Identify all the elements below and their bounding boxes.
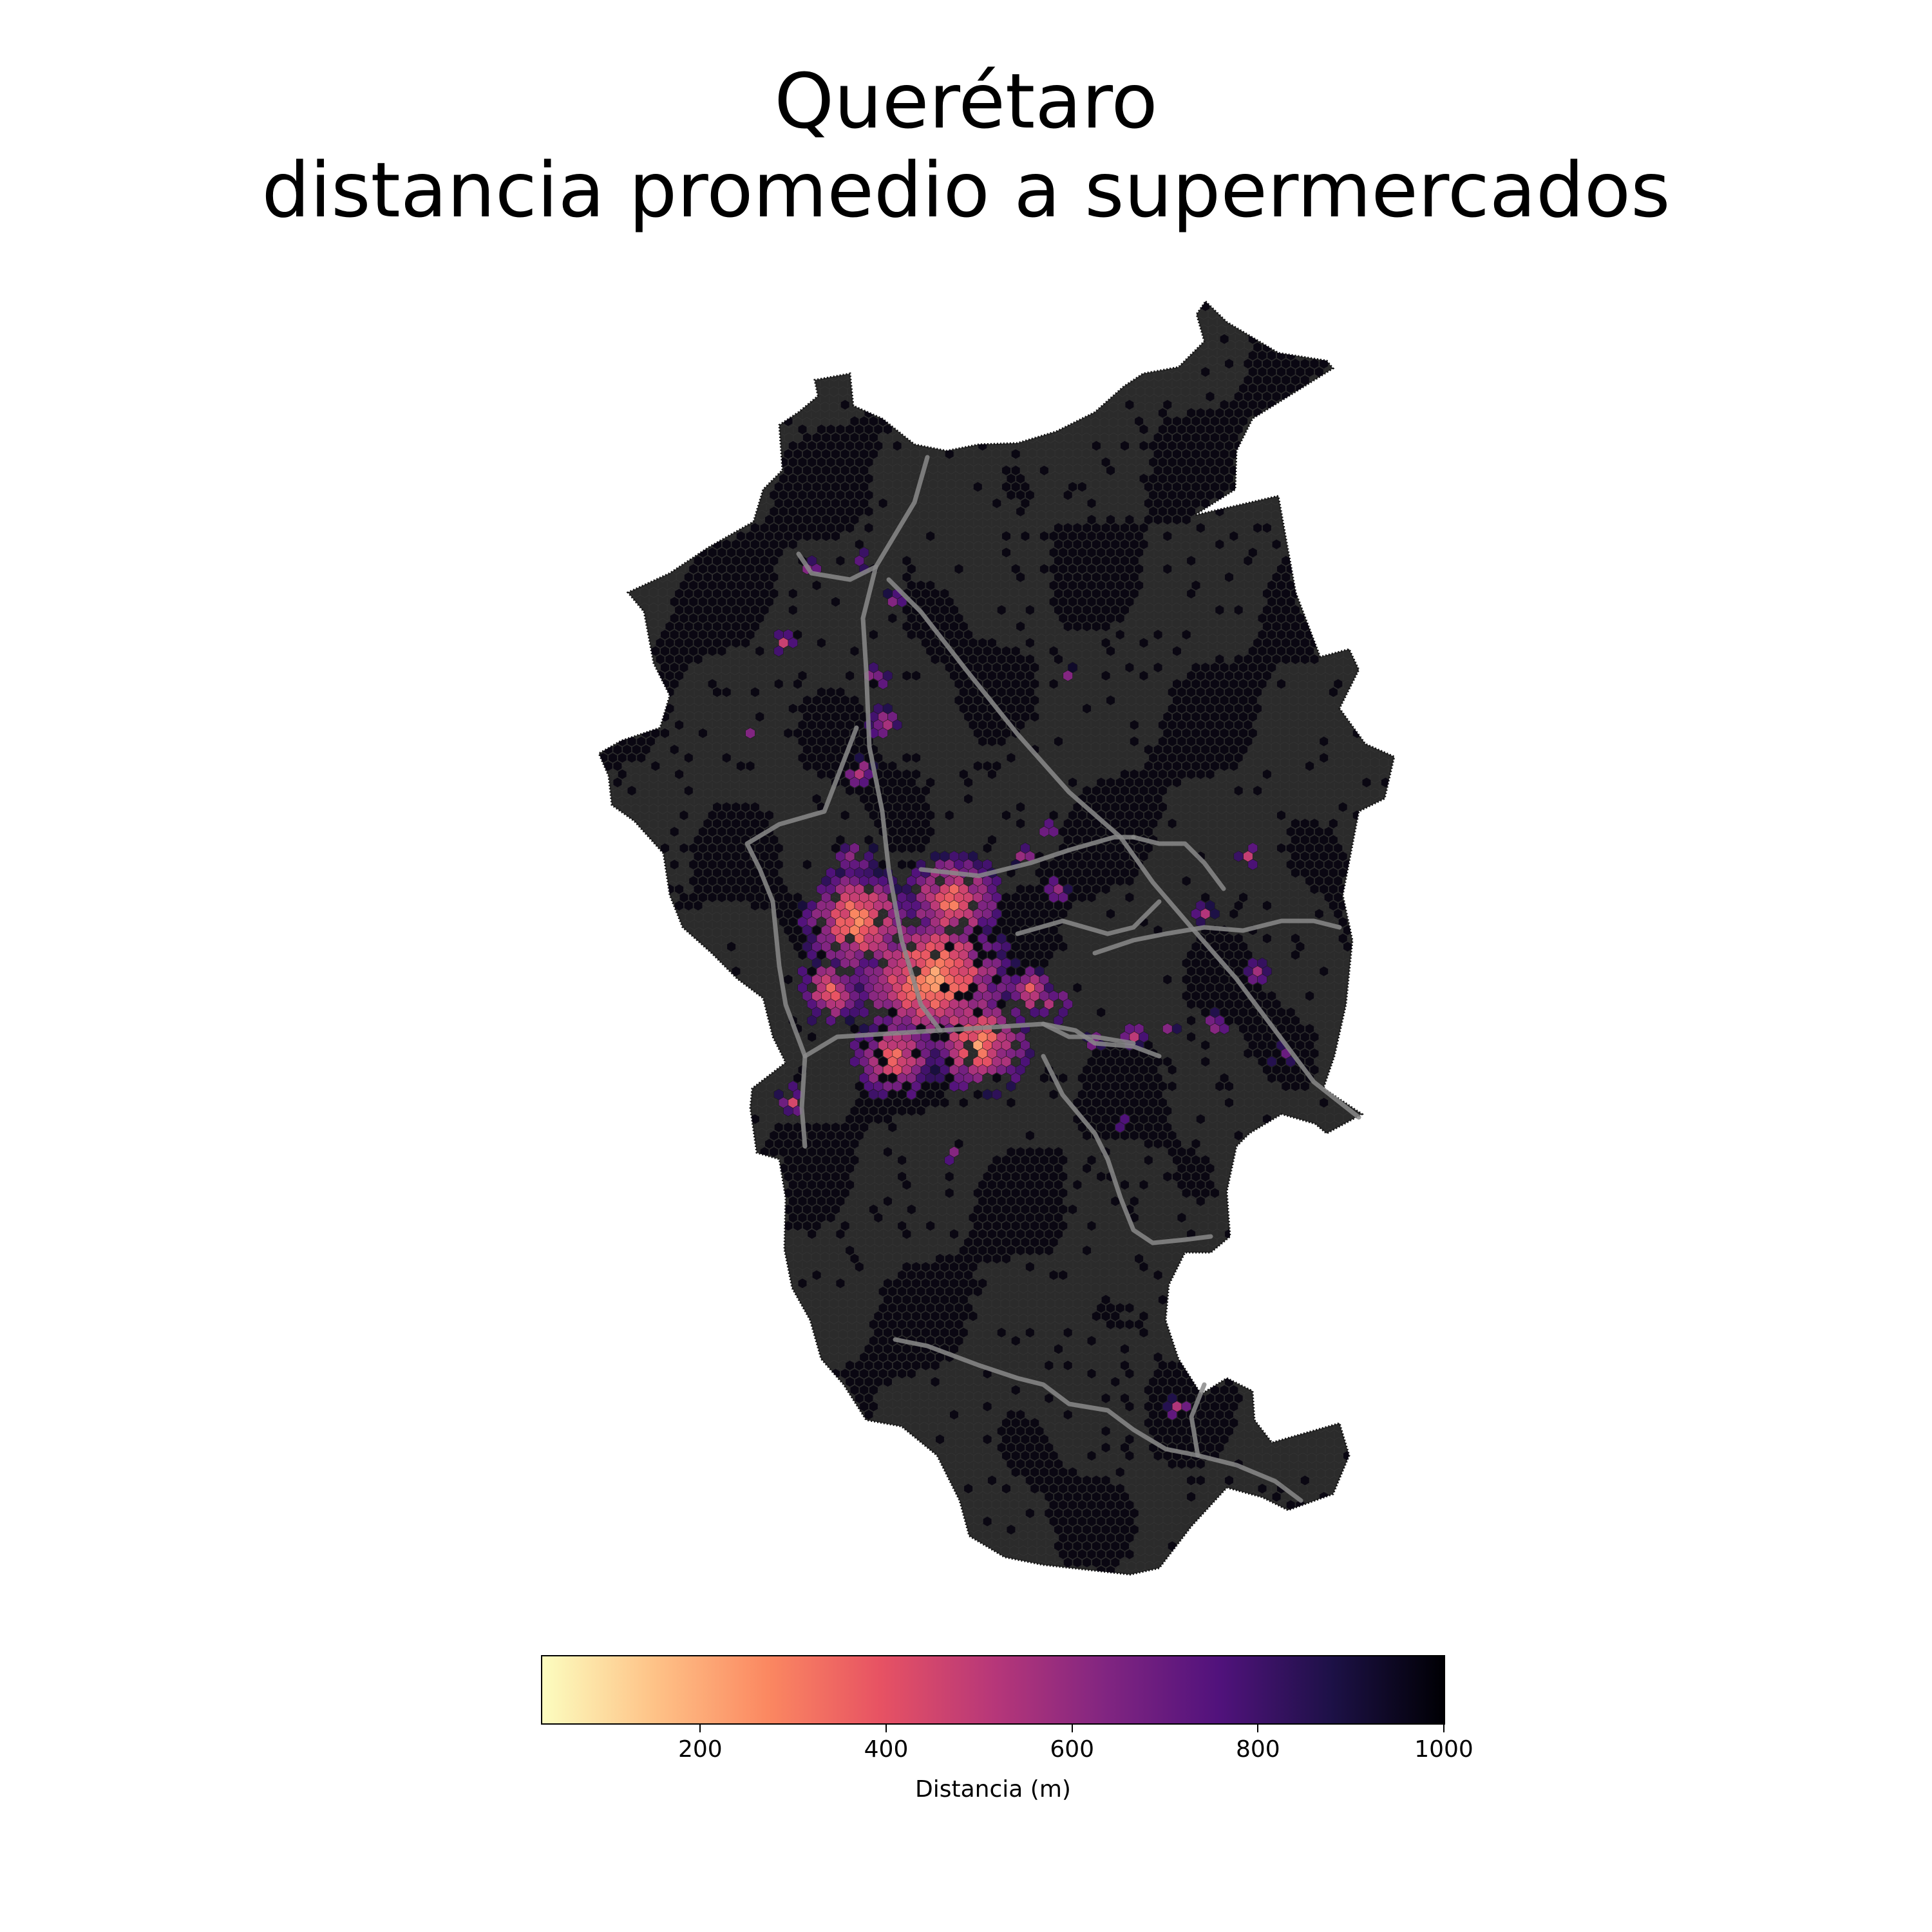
map-title-line-1: Querétaro bbox=[774, 57, 1158, 146]
highway-road bbox=[1015, 899, 1162, 936]
highway-road bbox=[1041, 1021, 1162, 1059]
urban-hex-cell bbox=[934, 1072, 945, 1084]
highway-road bbox=[886, 577, 1361, 1120]
urban-hex-cell bbox=[1219, 1023, 1229, 1035]
urban-hex-cell bbox=[892, 1080, 902, 1092]
urban-hex-cell bbox=[958, 1080, 969, 1092]
colorbar-tick-label: 1000 bbox=[1414, 1736, 1473, 1763]
urban-hex-cell bbox=[1171, 1023, 1182, 1035]
urban-hex-cell bbox=[807, 1014, 817, 1027]
urban-hex-cell bbox=[1006, 1080, 1016, 1092]
sparse-hex-cells bbox=[599, 301, 1390, 1575]
urban-hex-cell bbox=[1181, 1401, 1191, 1412]
highway-road bbox=[1131, 835, 1226, 891]
urban-hex-cell bbox=[972, 1072, 983, 1084]
urban-hex-cell bbox=[1209, 908, 1220, 920]
highway-road bbox=[1041, 1054, 1213, 1245]
urban-hex-cell bbox=[878, 727, 888, 739]
urban-hex-cell bbox=[944, 1154, 954, 1166]
urban-hex-cell bbox=[773, 645, 784, 657]
colorbar-tick bbox=[1071, 1723, 1073, 1732]
urban-hex-cell bbox=[878, 1088, 888, 1101]
highway-road bbox=[918, 835, 1136, 878]
urban-hex-cell bbox=[992, 1088, 1002, 1101]
urban-hex-cell bbox=[745, 727, 755, 739]
highway-road bbox=[744, 725, 859, 1059]
colorbar-tick bbox=[699, 1723, 701, 1732]
colorbar-tick bbox=[1257, 1723, 1259, 1732]
urban-hex-cell bbox=[958, 981, 969, 994]
urban-hex-cell bbox=[1039, 1007, 1050, 1018]
highway-road bbox=[860, 455, 943, 1033]
colorbar-tick bbox=[1443, 1723, 1444, 1732]
urban-hex-cell bbox=[949, 916, 960, 928]
urban-hex-cell bbox=[1167, 1408, 1177, 1421]
urban-hex-cell bbox=[1048, 826, 1059, 838]
colorbar-tick bbox=[886, 1723, 887, 1732]
urban-hex-cell bbox=[1058, 891, 1068, 904]
urban-hex-cell bbox=[1267, 1056, 1277, 1068]
urban-hex-cell bbox=[859, 1007, 869, 1018]
colorbar: 200 400 600 800 1000 bbox=[541, 1655, 1473, 1763]
urban-hex-cell bbox=[1063, 670, 1073, 682]
highway-road bbox=[1092, 918, 1342, 956]
highway-road bbox=[799, 1054, 808, 1149]
urban-hex-cell bbox=[878, 678, 888, 690]
colorbar-gradient bbox=[541, 1655, 1445, 1725]
urban-hex-cell bbox=[1247, 858, 1258, 871]
urban-hex-cell bbox=[1257, 974, 1267, 985]
urban-hex-cell bbox=[1115, 1121, 1125, 1133]
colorbar-tick-label: 600 bbox=[1050, 1736, 1095, 1763]
colorbar-tick-label: 400 bbox=[864, 1736, 909, 1763]
colorbar-tick-label: 200 bbox=[678, 1736, 723, 1763]
highway-road bbox=[893, 1337, 1303, 1503]
urban-hex-cell bbox=[1010, 957, 1021, 969]
highway-road bbox=[1189, 1382, 1207, 1458]
urban-hex-cell bbox=[826, 1014, 836, 1027]
urban-hex-cell bbox=[859, 777, 869, 788]
urban-hex-cell bbox=[906, 1088, 916, 1101]
colorbar-tick-label: 800 bbox=[1235, 1736, 1280, 1763]
urban-hex-cell bbox=[788, 637, 798, 649]
urban-hex-cell bbox=[844, 1014, 855, 1027]
highway-road bbox=[796, 551, 878, 582]
urban-hex-cell bbox=[892, 719, 902, 731]
colorbar-axis-label: Distancia (m) bbox=[915, 1776, 1071, 1803]
road-network bbox=[744, 455, 1361, 1503]
sparse-hex-layer bbox=[599, 301, 1390, 1575]
map-title-line-2: distancia promedio a supermercados bbox=[261, 146, 1671, 234]
